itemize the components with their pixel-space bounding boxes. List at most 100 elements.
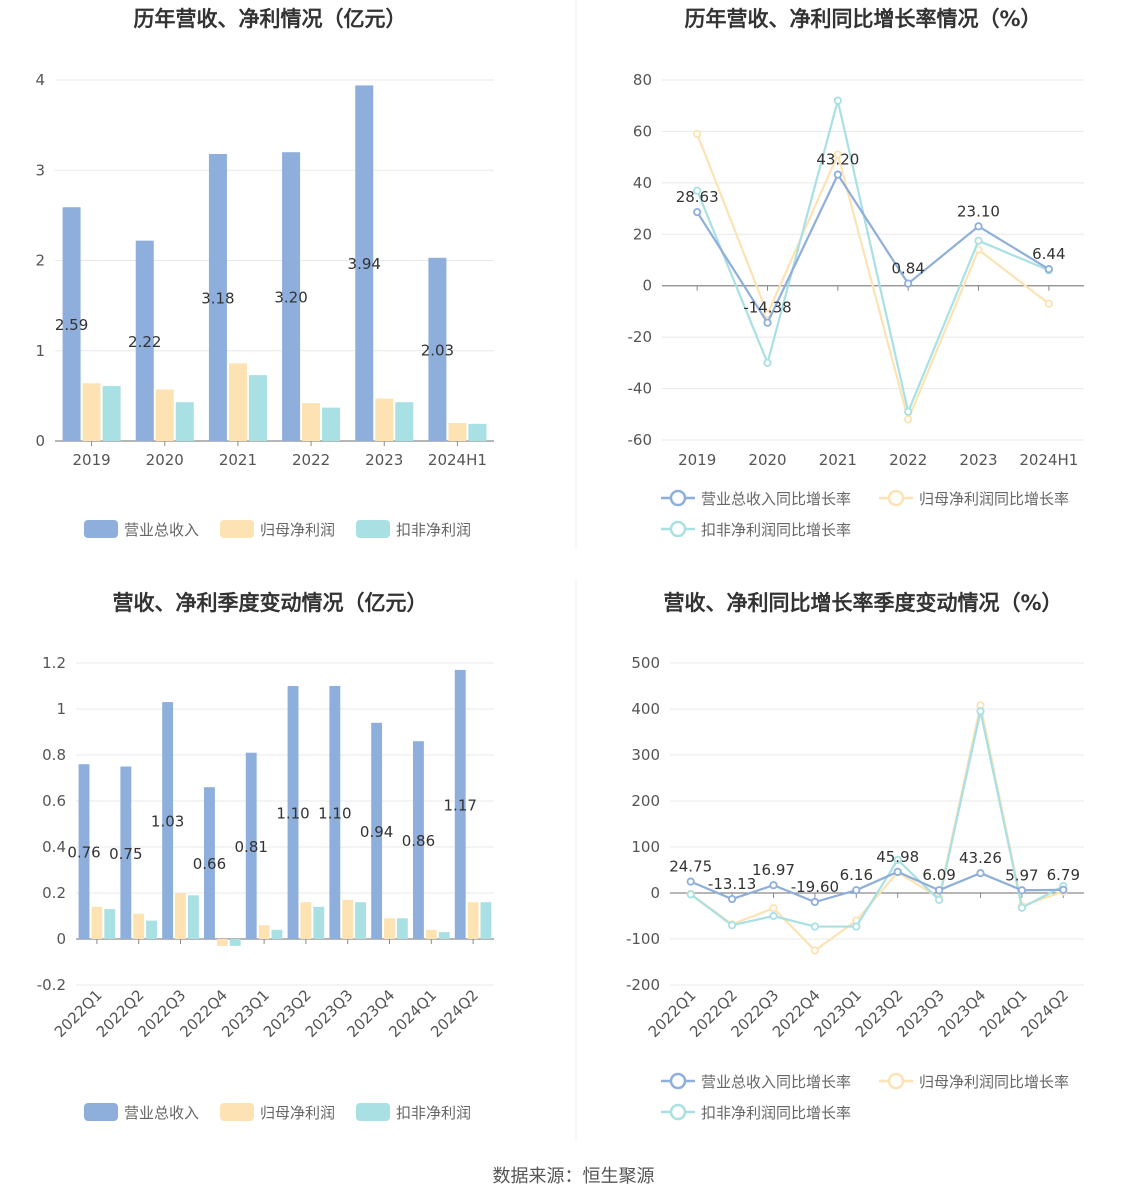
chart3-data-label: 1.03 [151, 813, 184, 831]
chart4-ytick-label: 0 [650, 884, 660, 902]
chart1-bar-net-profit [302, 403, 321, 441]
chart3-bar-net-profit [342, 899, 354, 939]
chart2-legend-label: 扣非净利润同比增长率 [701, 521, 851, 539]
chart1-ytick-label: 2 [35, 252, 45, 270]
chart2-point-deducted-profit [693, 186, 702, 195]
chart3-bar-deducted-profit [313, 906, 325, 939]
chart3-data-label: 0.94 [360, 823, 393, 841]
chart4-point-revenue [810, 897, 820, 907]
chart3-data-label: 0.86 [402, 832, 435, 850]
chart2-point-net-profit [1044, 299, 1053, 308]
chart4-point-revenue [1059, 885, 1068, 894]
chart3-legend-swatch [84, 1103, 118, 1121]
chart3-bar-net-profit [175, 893, 186, 939]
chart4-legend-marker [887, 1072, 905, 1090]
chart3-bar-deducted-profit [187, 895, 199, 939]
chart3-bar-net-profit [216, 939, 228, 946]
chart2-data-label: 23.10 [957, 202, 1000, 220]
chart4-data-label: 5.97 [1005, 866, 1038, 884]
chart2-ytick-label: 80 [633, 71, 652, 89]
chart2-point-revenue [763, 318, 772, 327]
chart3-bar-revenue [203, 787, 215, 939]
chart1-bar-net-profit [228, 363, 247, 441]
chart3-bar-revenue [287, 686, 299, 939]
chart2-line-net-profit [696, 133, 1050, 423]
chart3-bar-revenue [412, 741, 424, 939]
chart4-point-deducted-profit [852, 922, 861, 931]
chart4-line-net-profit [690, 705, 1064, 952]
chart2-ytick-label: 40 [633, 174, 652, 192]
chart4-data-label: 16.97 [752, 861, 795, 879]
chart1-data-label: 3.94 [348, 255, 381, 273]
chart1-data-label: 3.18 [201, 290, 234, 308]
chart4-ytick-label: 400 [631, 700, 660, 718]
chart2-ytick-label: -60 [628, 431, 653, 449]
chart4-data-label: 6.09 [922, 866, 955, 884]
chart1-data-label: 3.20 [274, 289, 307, 307]
chart3-ytick-label: 0.4 [42, 838, 66, 856]
chart4-point-net-profit [810, 946, 820, 955]
chart3-bar-deducted-profit [396, 918, 408, 939]
chart1-ytick-label: 3 [35, 161, 45, 179]
chart4-point-revenue [1017, 886, 1027, 895]
chart3-bar-revenue [329, 686, 341, 939]
chart4-ytick-label: -100 [626, 930, 660, 948]
chart3-bar-revenue [78, 764, 90, 939]
chart3-title: 营收、净利季度变动情况（亿元） [113, 591, 428, 615]
chart1-legend-swatch [220, 520, 254, 538]
chart3-legend-swatch [356, 1103, 390, 1121]
chart2-data-label: 6.44 [1032, 245, 1065, 263]
chart3-bar-net-profit [258, 925, 270, 939]
chart4-point-revenue [769, 881, 778, 890]
chart3-bar-revenue [162, 702, 174, 939]
chart1-xtick-label: 2023 [365, 451, 403, 469]
chart3-bar-deducted-profit [146, 920, 158, 939]
chart3-ytick-label: 0.8 [42, 746, 66, 764]
chart1-bar-revenue [208, 154, 227, 441]
chart4-data-label: 6.79 [1047, 866, 1080, 884]
chart2-point-deducted-profit [763, 358, 772, 367]
chart3-ytick-label: 0 [56, 930, 66, 948]
chart1-ytick-label: 0 [35, 432, 45, 450]
chart1-title: 历年营收、净利情况（亿元） [134, 7, 407, 31]
chart4-point-deducted-profit [769, 911, 778, 921]
chart4-ytick-label: 200 [631, 792, 660, 810]
chart2-title: 历年营收、净利同比增长率情况（%） [684, 7, 1041, 31]
chart4-point-net-profit [769, 904, 778, 913]
chart2-line-deducted-profit [696, 100, 1050, 416]
chart3-bar-net-profit [300, 902, 312, 939]
chart3-ytick-label: 0.2 [42, 884, 66, 902]
chart4-point-deducted-profit [893, 855, 902, 864]
chart2-point-revenue [833, 170, 842, 179]
chart3-bar-net-profit [133, 913, 145, 939]
chart2-point-revenue [1044, 265, 1053, 274]
chart4-legend-marker [669, 1072, 687, 1090]
chart3-bar-deducted-profit [229, 939, 241, 946]
chart3-legend-swatch [220, 1103, 254, 1121]
chart1-legend-label: 归母净利润 [260, 521, 335, 539]
chart1-bar-net-profit [155, 389, 174, 441]
chart3-data-label: 0.66 [193, 855, 226, 873]
chart2-xtick-label: 2024H1 [1019, 451, 1078, 469]
chart1-legend-swatch [356, 520, 390, 538]
chart4-point-deducted-profit [976, 707, 985, 716]
chart4-line-revenue [690, 870, 1064, 904]
chart2-data-label: 0.84 [891, 260, 924, 278]
chart3-ytick-label: 1.2 [42, 654, 66, 672]
chart2-point-revenue [904, 279, 913, 288]
chart1-bar-deducted-profit [175, 402, 194, 441]
chart2-point-deducted-profit [974, 236, 983, 245]
chart4-point-revenue [852, 886, 861, 895]
data-source-footer: 数据来源：恒生聚源 [492, 1166, 655, 1187]
chart4-data-label: 24.75 [669, 858, 712, 876]
chart3-data-label: 1.17 [444, 796, 477, 814]
chart1-xtick-label: 2022 [292, 451, 330, 469]
chart2-ytick-label: 60 [633, 122, 652, 140]
chart4-legend-marker [669, 1103, 687, 1121]
chart1-xtick-label: 2019 [72, 451, 110, 469]
chart2-ytick-label: 20 [633, 225, 652, 243]
chart4-point-revenue [934, 886, 944, 895]
chart4-title: 营收、净利同比增长率季度变动情况（%） [663, 591, 1062, 615]
chart2-legend-marker [887, 489, 905, 507]
